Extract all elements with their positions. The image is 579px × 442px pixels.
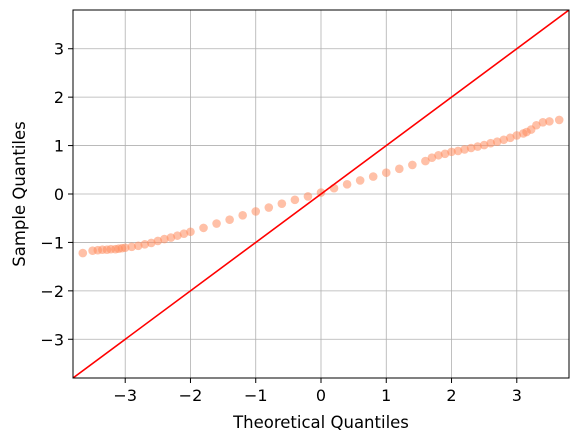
y-tick-label: −1 [40, 233, 64, 252]
data-point [408, 160, 417, 170]
y-tick-label: −2 [40, 282, 64, 301]
y-axis-label: Sample Quantiles [10, 121, 29, 267]
data-point [264, 203, 274, 212]
data-point [453, 146, 463, 156]
x-tick-label: 3 [512, 386, 522, 405]
data-point [492, 137, 502, 147]
data-point [395, 164, 404, 174]
reference-line [73, 10, 569, 378]
data-point [127, 242, 137, 252]
data-point [277, 199, 287, 208]
data-point [427, 153, 437, 162]
data-point [554, 115, 564, 125]
data-point [160, 234, 169, 244]
x-tick-label: −3 [113, 386, 137, 405]
x-tick-label: −2 [179, 386, 203, 405]
data-point [173, 231, 182, 240]
data-point [78, 248, 88, 258]
x-tick-label: 1 [381, 386, 391, 405]
data-point [147, 238, 156, 248]
data-point [120, 243, 130, 253]
y-tick-label: 1 [54, 137, 64, 156]
data-point [505, 133, 515, 143]
points [78, 115, 564, 258]
data-point [538, 118, 548, 127]
data-point [466, 143, 476, 153]
data-point [133, 241, 143, 251]
data-point [238, 211, 247, 220]
data-point [460, 145, 469, 154]
data-point [368, 172, 378, 181]
data-point [212, 219, 221, 228]
data-point [421, 156, 430, 166]
y-tick-label: 0 [54, 185, 64, 204]
data-point [140, 240, 150, 249]
data-point [342, 180, 352, 189]
data-point [290, 195, 300, 205]
data-point [434, 150, 443, 160]
x-tick-label: 0 [316, 386, 326, 405]
data-point [532, 120, 541, 130]
y-tick-label: 2 [54, 88, 64, 107]
y-axis-ticks: −3 −2 −1 0 1 2 3 [40, 40, 73, 349]
data-point [479, 140, 489, 150]
x-axis-label: Theoretical Quantiles [232, 413, 409, 432]
y-tick-label: −3 [40, 330, 64, 349]
data-point [186, 227, 195, 237]
data-point [225, 215, 234, 224]
x-tick-label: 2 [446, 386, 456, 405]
data-point [447, 147, 456, 157]
y-tick-label: 3 [54, 40, 64, 59]
data-point [199, 223, 208, 233]
x-axis-ticks: −3 −2 −1 0 1 2 3 [113, 378, 522, 405]
data-point [486, 138, 495, 148]
data-point [303, 192, 313, 201]
data-point [153, 236, 163, 246]
data-point [355, 176, 365, 185]
data-point [545, 117, 554, 126]
x-tick-label: −1 [244, 386, 268, 405]
data-point [179, 229, 189, 239]
data-point [251, 207, 261, 216]
data-point [166, 233, 176, 242]
data-point [381, 168, 391, 177]
data-point [499, 135, 509, 145]
data-point [512, 131, 522, 140]
data-point [473, 142, 482, 151]
data-point [440, 149, 450, 159]
